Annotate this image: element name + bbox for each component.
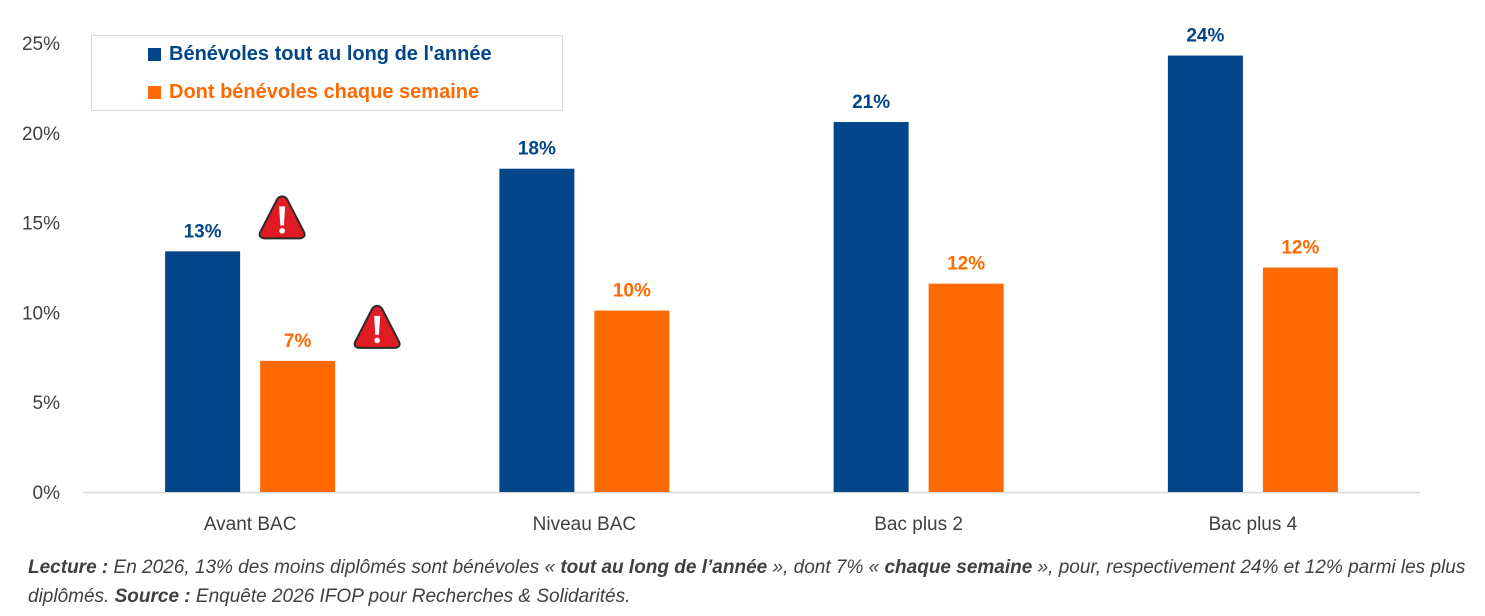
bar-series-1 [165,251,241,492]
chart-legend: Bénévoles tout au long de l'année Dont b… [91,35,563,111]
footnote-text-1: En 2026, 13% des moins diplômés sont bén… [113,557,561,578]
bar-series-2 [928,283,1004,492]
data-label-series-2: 10% [613,281,651,302]
data-label-series-2: 7% [284,331,312,352]
footnote-lecture-label: Lecture : [28,557,114,578]
footnote-emphasis-2: chaque semaine [884,557,1033,578]
y-tick-label: 20% [22,124,60,145]
data-label-series-2: 12% [947,254,985,275]
bar-series-2 [1262,267,1338,492]
legend-item-series-2: Dont bénévoles chaque semaine [148,81,479,104]
chart-bars [165,55,1338,493]
data-label-series-1: 24% [1186,26,1224,47]
bar-series-2 [594,310,670,492]
footnote-source-text: Enquête 2026 IFOP pour Recherches & Soli… [195,586,631,607]
data-label-series-1: 21% [852,92,890,113]
chart-axes: 0% 5% 10% 15% 20% 25% Avant BAC Niveau BAC Bac p… [22,34,1420,535]
x-tick-label: Niveau BAC [533,514,637,535]
data-label-series-1: 13% [184,221,222,242]
y-tick-label: 10% [22,303,60,324]
footnote-emphasis-1: tout au long de l’année [560,557,768,578]
data-label-series-1: 18% [518,139,556,160]
bar-series-1 [499,168,575,492]
bar-chart: 0% 5% 10% 15% 20% 25% Avant BAC Niveau BAC Bac p… [22,26,1420,535]
x-tick-label: Avant BAC [204,514,297,535]
data-label-series-2: 12% [1281,238,1319,259]
x-tick-label: Bac plus 2 [874,514,963,535]
footnote-text-3: », pour, respectivement 24% et 12% parmi… [28,557,1466,607]
footnote-source-label: Source : [114,586,196,607]
legend-label-series-2: Dont bénévoles chaque semaine [169,81,480,103]
legend-item-series-1: Bénévoles tout au long de l'année [148,43,492,66]
y-tick-label: 25% [22,34,60,55]
legend-swatch-series-2 [148,86,161,99]
bar-series-2 [260,360,336,492]
y-tick-label: 5% [33,393,61,414]
legend-label-series-1: Bénévoles tout au long de l'année [169,43,492,65]
warning-icon [353,304,401,349]
chart-data-labels: 13% 18% 21% 24% 7% 10% 12% 12% [184,26,1320,352]
chart-annotations [258,195,401,349]
bar-series-1 [1167,55,1243,493]
x-tick-label: Bac plus 4 [1209,514,1298,535]
chart-footnote: Lecture : En 2026, 13% des moins diplômé… [28,553,1478,611]
footnote-text-2: », dont 7% « [767,557,885,578]
y-tick-label: 15% [22,214,60,235]
legend-swatch-series-1 [148,48,161,61]
y-tick-label: 0% [33,483,61,504]
bar-series-1 [833,122,909,493]
warning-icon [258,195,306,240]
